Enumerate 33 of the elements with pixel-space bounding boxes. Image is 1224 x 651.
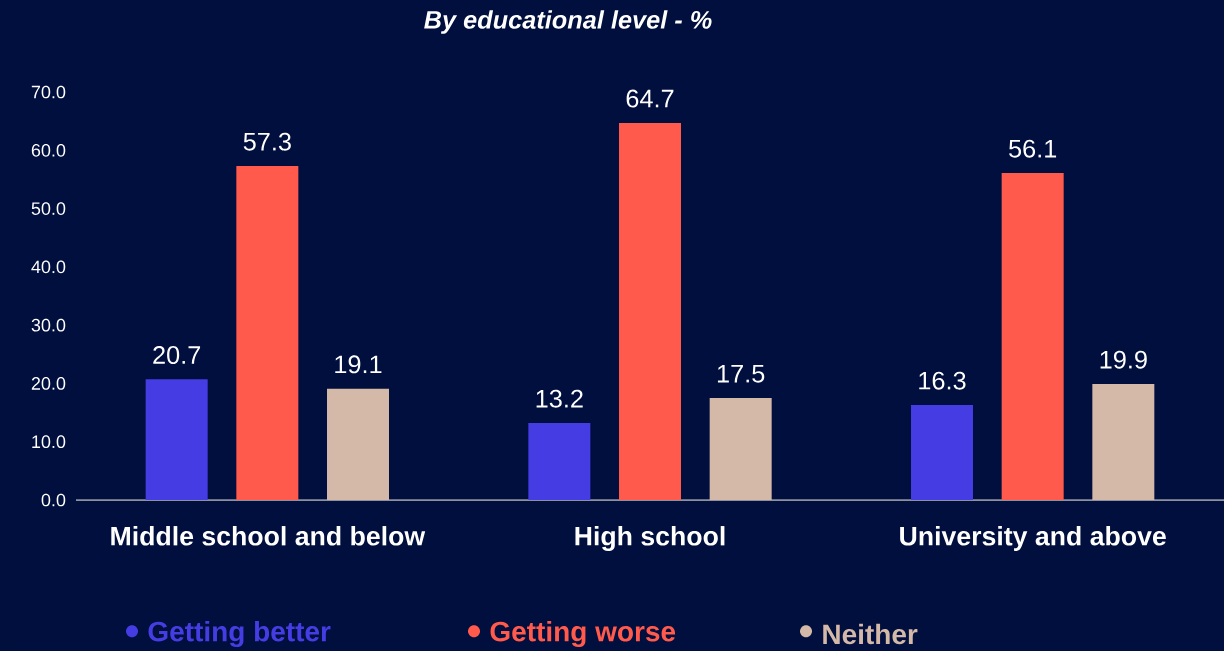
- chart-title: By educational level - %: [424, 10, 712, 34]
- y-tick-label: 0.0: [41, 493, 66, 507]
- data-label: 19.9: [1100, 350, 1147, 369]
- bar: [911, 405, 974, 500]
- bar: [236, 166, 299, 500]
- y-tick-label: 20.0: [31, 377, 66, 390]
- data-label: 16.3: [919, 371, 966, 390]
- y-tick-label: 30.0: [31, 318, 66, 332]
- y-tick-label: 10.0: [32, 435, 66, 449]
- x-tick-label: Middle school and below: [111, 526, 426, 546]
- bar: [145, 379, 208, 500]
- bar: [1001, 173, 1064, 500]
- bar: [709, 398, 772, 500]
- data-label: 20.7: [153, 346, 201, 364]
- y-tick-label: 60.0: [31, 143, 66, 157]
- y-tick-label: 50.0: [31, 202, 66, 215]
- data-label: 64.7: [626, 89, 674, 108]
- bar: [327, 388, 389, 500]
- bar: [619, 122, 682, 500]
- y-tick-label: 70.0: [31, 85, 66, 99]
- legend-label: Getting better: [148, 620, 331, 648]
- bar: [1092, 384, 1155, 500]
- data-label: 19.1: [335, 355, 382, 374]
- data-label: 17.5: [717, 364, 765, 383]
- data-label: 56.1: [1009, 139, 1057, 158]
- data-label: 13.2: [536, 389, 583, 408]
- y-tick-label: 40.0: [31, 260, 66, 274]
- legend-label: Neither: [823, 623, 918, 645]
- x-tick-label: University and above: [900, 526, 1166, 551]
- legend-label: Getting worse: [490, 620, 676, 648]
- data-label: 57.3: [243, 132, 291, 151]
- x-tick-label: High school: [575, 526, 725, 552]
- bar: [528, 423, 591, 500]
